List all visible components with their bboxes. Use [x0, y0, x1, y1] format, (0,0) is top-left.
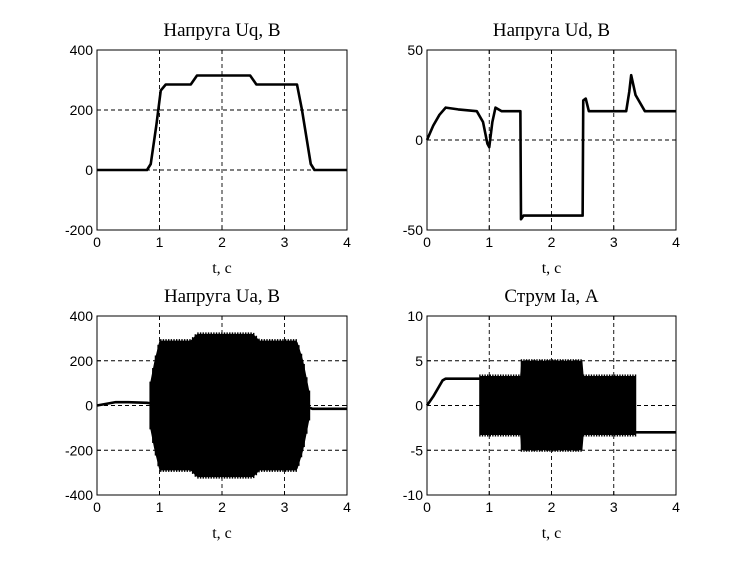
y-tick-label: 50 — [407, 42, 423, 58]
series-line-2 — [309, 406, 347, 411]
y-tick-label: -200 — [65, 222, 93, 238]
x-tick-label: 0 — [93, 499, 101, 515]
x-tick-label: 1 — [485, 499, 493, 515]
x-tick-label: 0 — [93, 234, 101, 250]
series-line-1 — [425, 73, 676, 221]
x-tick-label: 1 — [156, 234, 164, 250]
y-tick-label: 400 — [70, 42, 94, 58]
x-tick-label: 2 — [548, 234, 556, 250]
chart-panel-3: 0 1 2 3 4 -400 -200 0 200 400 Напруга Ua, В t, c — [65, 286, 351, 542]
x-axis-label: t, c — [212, 260, 232, 277]
y-tick-label: 200 — [70, 102, 94, 118]
x-tick-label: 1 — [156, 499, 164, 515]
y-tick-label: 0 — [85, 162, 93, 178]
x-tick-label: 4 — [672, 499, 680, 515]
x-axis-label: t, c — [542, 525, 562, 542]
x-tick-label: 3 — [610, 499, 618, 515]
chart-panel-4: 0 1 2 3 4 -10 -5 0 5 10 Струм Ia, А t, c — [403, 286, 680, 542]
y-tick-label: 5 — [415, 353, 423, 369]
x-axis-label: t, c — [212, 525, 232, 542]
y-tick-label: -400 — [65, 487, 93, 503]
x-tick-label: 1 — [485, 234, 493, 250]
x-tick-label: 4 — [343, 234, 351, 250]
y-tick-label: 0 — [415, 398, 423, 414]
y-tick-label: 400 — [70, 308, 94, 324]
chart-title: Напруга Uq, В — [163, 20, 280, 41]
y-tick-label: -10 — [403, 487, 423, 503]
y-tick-label: -5 — [411, 442, 424, 458]
x-tick-label: 4 — [343, 499, 351, 515]
x-tick-label: 2 — [218, 499, 226, 515]
y-tick-label: 10 — [407, 308, 423, 324]
y-tick-label: 0 — [85, 398, 93, 414]
series-line-1 — [96, 400, 151, 407]
y-tick-label: 200 — [70, 353, 94, 369]
y-tick-label: -50 — [403, 222, 423, 238]
x-tick-label: 2 — [218, 234, 226, 250]
x-tick-label: 4 — [672, 234, 680, 250]
x-axis-label: t, c — [542, 260, 562, 277]
y-tick-label: 0 — [415, 132, 423, 148]
chart-title: Напруга Ua, В — [164, 286, 280, 307]
chart-title: Струм Ia, А — [504, 286, 598, 307]
x-tick-label: 3 — [281, 234, 289, 250]
x-tick-label: 3 — [281, 499, 289, 515]
chart-title: Напруга Ud, В — [493, 20, 610, 41]
x-tick-label: 0 — [423, 234, 431, 250]
y-tick-label: -200 — [65, 442, 93, 458]
series-line-1 — [97, 74, 347, 172]
x-tick-label: 2 — [548, 499, 556, 515]
series-line-1 — [425, 377, 480, 407]
x-tick-label: 3 — [610, 234, 618, 250]
x-tick-label: 0 — [423, 499, 431, 515]
plot-frame — [96, 49, 348, 231]
